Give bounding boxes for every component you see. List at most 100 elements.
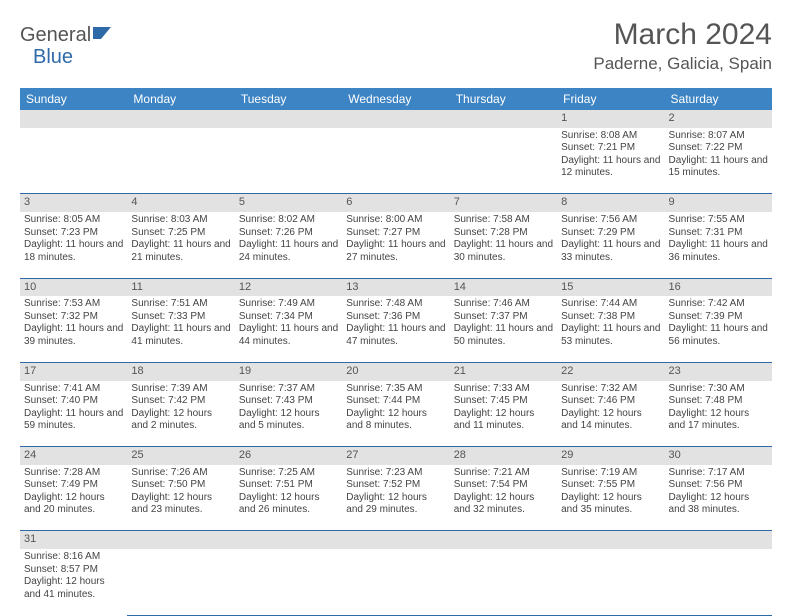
day-cell: Sunrise: 7:28 AMSunset: 7:49 PMDaylight:… [20, 465, 127, 531]
day-number-row: 10111213141516 [20, 278, 772, 296]
day-cell: Sunrise: 7:19 AMSunset: 7:55 PMDaylight:… [557, 465, 664, 531]
sunrise-text: Sunrise: 7:33 AM [454, 383, 553, 396]
daylight-text: Daylight: 11 hours and 44 minutes. [239, 323, 338, 348]
sunrise-text: Sunrise: 7:25 AM [239, 467, 338, 480]
sunset-text: Sunset: 7:43 PM [239, 395, 338, 408]
sunset-text: Sunset: 7:33 PM [131, 311, 230, 324]
day-number-blank [342, 110, 449, 128]
day-number-cell: 4 [127, 194, 234, 212]
day-number-row: 24252627282930 [20, 447, 772, 465]
sunset-text: Sunset: 7:25 PM [131, 227, 230, 240]
weekday-header: Monday [127, 88, 234, 110]
day-cell: Sunrise: 8:07 AMSunset: 7:22 PMDaylight:… [665, 128, 772, 194]
day-cell: Sunrise: 8:05 AMSunset: 7:23 PMDaylight:… [20, 212, 127, 278]
empty-cell [20, 128, 127, 194]
day-cell: Sunrise: 8:00 AMSunset: 7:27 PMDaylight:… [342, 212, 449, 278]
day-cell: Sunrise: 7:37 AMSunset: 7:43 PMDaylight:… [235, 381, 342, 447]
sunrise-text: Sunrise: 7:19 AM [561, 467, 660, 480]
day-cell: Sunrise: 7:56 AMSunset: 7:29 PMDaylight:… [557, 212, 664, 278]
sunset-text: Sunset: 7:23 PM [24, 227, 123, 240]
sunrise-text: Sunrise: 7:21 AM [454, 467, 553, 480]
day-number-cell: 7 [450, 194, 557, 212]
daylight-text: Daylight: 12 hours and 8 minutes. [346, 408, 445, 433]
sunrise-text: Sunrise: 8:07 AM [669, 130, 768, 143]
day-cell: Sunrise: 7:44 AMSunset: 7:38 PMDaylight:… [557, 296, 664, 362]
daylight-text: Daylight: 12 hours and 41 minutes. [24, 576, 123, 601]
day-number-cell: 2 [665, 110, 772, 128]
weekday-header: Tuesday [235, 88, 342, 110]
day-number-blank [127, 531, 234, 549]
empty-cell [557, 549, 664, 615]
daylight-text: Daylight: 11 hours and 18 minutes. [24, 239, 123, 264]
sunrise-text: Sunrise: 7:28 AM [24, 467, 123, 480]
weekday-header: Wednesday [342, 88, 449, 110]
day-cell: Sunrise: 7:49 AMSunset: 7:34 PMDaylight:… [235, 296, 342, 362]
sunset-text: Sunset: 7:28 PM [454, 227, 553, 240]
daylight-text: Daylight: 11 hours and 59 minutes. [24, 408, 123, 433]
sunset-text: Sunset: 7:44 PM [346, 395, 445, 408]
day-detail-row: Sunrise: 7:53 AMSunset: 7:32 PMDaylight:… [20, 296, 772, 362]
day-detail-row: Sunrise: 7:28 AMSunset: 7:49 PMDaylight:… [20, 465, 772, 531]
day-number-cell: 19 [235, 362, 342, 380]
sunset-text: Sunset: 7:42 PM [131, 395, 230, 408]
sunrise-text: Sunrise: 7:26 AM [131, 467, 230, 480]
day-detail-row: Sunrise: 8:16 AMSunset: 8:57 PMDaylight:… [20, 549, 772, 615]
day-number-cell: 9 [665, 194, 772, 212]
weekday-header-row: SundayMondayTuesdayWednesdayThursdayFrid… [20, 88, 772, 110]
day-number-cell: 23 [665, 362, 772, 380]
sunrise-text: Sunrise: 8:08 AM [561, 130, 660, 143]
location-subtitle: Paderne, Galicia, Spain [593, 54, 772, 74]
empty-cell [450, 128, 557, 194]
weekday-header: Sunday [20, 88, 127, 110]
day-cell: Sunrise: 7:58 AMSunset: 7:28 PMDaylight:… [450, 212, 557, 278]
logo-text-blue: Blue [33, 46, 73, 69]
daylight-text: Daylight: 11 hours and 27 minutes. [346, 239, 445, 264]
daylight-text: Daylight: 11 hours and 39 minutes. [24, 323, 123, 348]
daylight-text: Daylight: 11 hours and 12 minutes. [561, 155, 660, 180]
sunrise-text: Sunrise: 7:32 AM [561, 383, 660, 396]
sunset-text: Sunset: 7:26 PM [239, 227, 338, 240]
sunset-text: Sunset: 7:34 PM [239, 311, 338, 324]
day-cell: Sunrise: 7:35 AMSunset: 7:44 PMDaylight:… [342, 381, 449, 447]
empty-cell [127, 549, 234, 615]
day-cell: Sunrise: 7:25 AMSunset: 7:51 PMDaylight:… [235, 465, 342, 531]
day-number-cell: 16 [665, 278, 772, 296]
sunrise-text: Sunrise: 7:51 AM [131, 298, 230, 311]
sunrise-text: Sunrise: 7:53 AM [24, 298, 123, 311]
sunrise-text: Sunrise: 7:41 AM [24, 383, 123, 396]
daylight-text: Daylight: 12 hours and 35 minutes. [561, 492, 660, 517]
day-cell: Sunrise: 8:08 AMSunset: 7:21 PMDaylight:… [557, 128, 664, 194]
day-cell: Sunrise: 7:55 AMSunset: 7:31 PMDaylight:… [665, 212, 772, 278]
weekday-header: Saturday [665, 88, 772, 110]
daylight-text: Daylight: 12 hours and 23 minutes. [131, 492, 230, 517]
sunrise-text: Sunrise: 8:16 AM [24, 551, 123, 564]
sunset-text: Sunset: 8:57 PM [24, 564, 123, 577]
day-number-row: 17181920212223 [20, 362, 772, 380]
day-number-blank [557, 531, 664, 549]
sunset-text: Sunset: 7:38 PM [561, 311, 660, 324]
day-cell: Sunrise: 7:33 AMSunset: 7:45 PMDaylight:… [450, 381, 557, 447]
day-number-cell: 26 [235, 447, 342, 465]
sunset-text: Sunset: 7:48 PM [669, 395, 768, 408]
daylight-text: Daylight: 11 hours and 36 minutes. [669, 239, 768, 264]
header: General March 2024 Paderne, Galicia, Spa… [20, 18, 772, 74]
empty-cell [665, 549, 772, 615]
sunrise-text: Sunrise: 7:49 AM [239, 298, 338, 311]
sunset-text: Sunset: 7:31 PM [669, 227, 768, 240]
sunrise-text: Sunrise: 7:39 AM [131, 383, 230, 396]
day-cell: Sunrise: 7:53 AMSunset: 7:32 PMDaylight:… [20, 296, 127, 362]
calendar-table: SundayMondayTuesdayWednesdayThursdayFrid… [20, 88, 772, 616]
daylight-text: Daylight: 12 hours and 26 minutes. [239, 492, 338, 517]
sunrise-text: Sunrise: 7:23 AM [346, 467, 445, 480]
day-cell: Sunrise: 8:02 AMSunset: 7:26 PMDaylight:… [235, 212, 342, 278]
daylight-text: Daylight: 11 hours and 47 minutes. [346, 323, 445, 348]
sunrise-text: Sunrise: 8:05 AM [24, 214, 123, 227]
day-number-cell: 31 [20, 531, 127, 549]
day-cell: Sunrise: 8:16 AMSunset: 8:57 PMDaylight:… [20, 549, 127, 615]
day-number-cell: 17 [20, 362, 127, 380]
empty-cell [342, 549, 449, 615]
daylight-text: Daylight: 11 hours and 24 minutes. [239, 239, 338, 264]
daylight-text: Daylight: 11 hours and 50 minutes. [454, 323, 553, 348]
day-cell: Sunrise: 7:46 AMSunset: 7:37 PMDaylight:… [450, 296, 557, 362]
sunrise-text: Sunrise: 7:42 AM [669, 298, 768, 311]
